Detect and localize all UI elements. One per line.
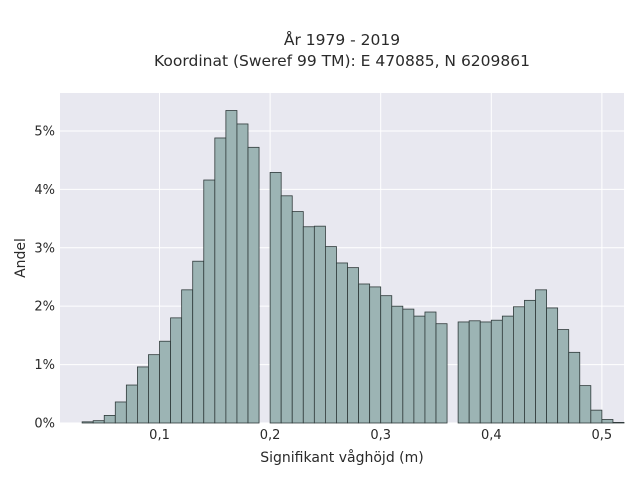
histogram-bar [424,311,437,424]
histogram-bar [380,295,393,424]
histogram-bar [170,317,183,424]
histogram-bar [81,421,94,424]
histogram-bar [468,320,481,424]
histogram-bar [181,289,194,424]
histogram-bar [402,308,415,424]
x-tick-label: 0,3 [370,428,391,443]
tick-labels: 0,1 0,2 0,3 0,4 0,5 0% 1% 2% 3% 4% 5% [34,124,612,443]
y-tick-label: 3% [34,241,55,256]
histogram-bar [369,286,382,424]
histogram-bar [269,172,282,424]
y-axis-label: Andel [13,238,29,278]
histogram-bar [325,246,337,424]
x-axis-label: Signifikant våghöjd (m) [260,449,423,466]
bars-group [81,110,625,424]
histogram-bar [601,419,614,424]
histogram-bar [302,226,315,424]
chart-title: År 1979 - 2019 [284,30,400,49]
histogram-bar [137,366,149,424]
histogram-bar [203,179,216,424]
chart-subtitle: Koordinat (Sweref 99 TM): E 470885, N 62… [154,52,530,70]
histogram-bar [457,321,470,424]
x-tick-label: 0,4 [481,428,502,443]
x-tick-label: 0,5 [592,428,613,443]
histogram-bar [114,401,127,424]
histogram-bar [347,267,359,424]
histogram-bar [291,211,304,424]
y-tick-label: 2% [34,300,55,315]
histogram-bar [236,123,249,424]
histogram-bar [247,146,260,424]
histogram-bar [513,306,525,424]
histogram-bar [148,354,160,424]
histogram-bar [280,195,293,424]
histogram-bar [557,329,570,424]
histogram-bar [125,384,138,424]
y-tick-label: 0% [34,417,55,432]
histogram-bar [590,409,603,424]
histogram-bar [358,283,371,424]
histogram-bar [435,323,448,424]
histogram-bar [92,420,105,424]
y-tick-label: 5% [34,124,55,139]
histogram-bar [413,315,426,424]
histogram-bar [490,319,503,424]
histogram-bar [225,110,238,424]
histogram-bar [568,351,581,424]
x-tick-label: 0,2 [260,428,281,443]
histogram-bar [546,307,559,424]
histogram-bar [391,305,404,424]
x-tick-label: 0,1 [149,428,170,443]
histogram-bar [535,289,547,424]
histogram-bar [524,299,536,424]
y-tick-label: 1% [34,358,55,373]
histogram-bar [103,415,116,424]
histogram-bar [192,260,205,424]
histogram-bar [313,225,326,424]
histogram-bar [479,321,492,424]
histogram-bar [612,422,625,424]
histogram-bar [579,385,592,424]
y-tick-label: 4% [34,183,55,198]
histogram-bar [214,137,227,424]
histogram-bar [336,262,348,424]
histogram-bar [501,315,514,424]
histogram-bar [159,340,171,424]
